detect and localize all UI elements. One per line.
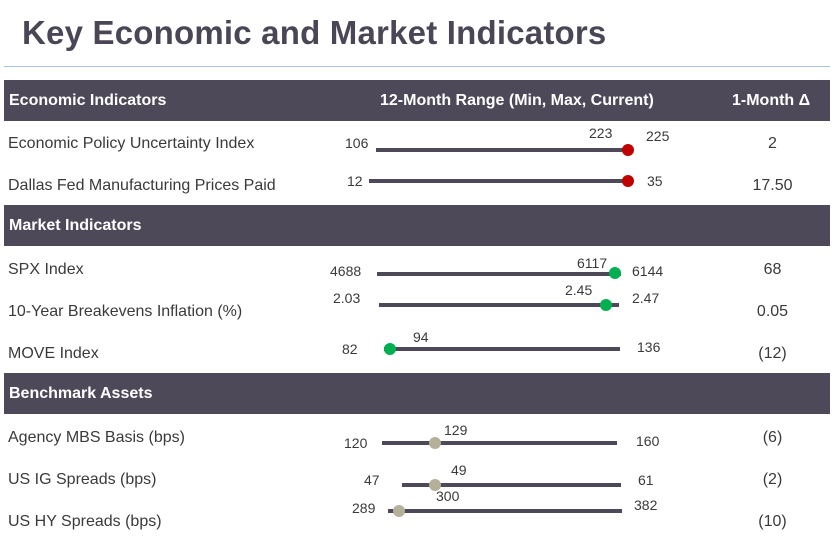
range-max: 160 [636, 433, 660, 449]
indicator-row-spx: SPX Index 4688 6117 6144 68 [0, 248, 837, 290]
current-marker [429, 479, 441, 491]
range-bar [379, 303, 619, 307]
indicator-label: Economic Policy Uncertainty Index [8, 135, 255, 152]
indicator-label: MOVE Index [8, 345, 99, 362]
range-bar [388, 509, 622, 513]
section-header-economic: Economic Indicators 12-Month Range (Min,… [4, 80, 830, 121]
section-title: Market Indicators [9, 217, 142, 234]
indicator-row-move: MOVE Index 82 94 136 (12) [0, 329, 837, 374]
section-title: Economic Indicators [9, 92, 167, 109]
current-value: 2.45 [565, 282, 593, 298]
range-min: 82 [342, 341, 358, 357]
section-title: Benchmark Assets [9, 385, 153, 402]
range-min: 120 [344, 435, 368, 451]
delta-column-header: 1-Month Δ [732, 92, 811, 109]
current-value: 129 [444, 422, 468, 438]
range-bar [402, 483, 621, 487]
range-min: 289 [352, 500, 376, 516]
range-max: 35 [647, 173, 663, 189]
one-month-change: (6) [762, 429, 783, 446]
page-title: Key Economic and Market Indicators [22, 14, 607, 51]
current-marker [393, 505, 405, 517]
indicator-label: Dallas Fed Manufacturing Prices Paid [8, 177, 276, 194]
range-bar [377, 272, 621, 276]
one-month-change: 0.05 [756, 303, 789, 320]
indicator-label: US IG Spreads (bps) [8, 471, 157, 488]
range-bar [382, 441, 617, 445]
current-marker [622, 144, 634, 156]
current-value: 6117 [577, 255, 608, 271]
current-marker [609, 267, 621, 279]
current-marker [384, 343, 396, 355]
indicator-label: Agency MBS Basis (bps) [8, 429, 185, 446]
range-max: 6144 [632, 263, 664, 279]
one-month-change: (2) [762, 471, 783, 488]
current-marker [622, 175, 634, 187]
indicator-row-mbs-basis: Agency MBS Basis (bps) 120 129 160 (6) [0, 416, 837, 458]
range-min: 106 [345, 135, 369, 151]
current-marker [429, 437, 441, 449]
one-month-change: 68 [763, 261, 782, 278]
one-month-change: 17.50 [752, 177, 793, 194]
section-header-market: Market Indicators [4, 205, 830, 246]
indicator-row-epu: Economic Policy Uncertainty Index 106 22… [0, 122, 837, 164]
indicator-label: US HY Spreads (bps) [8, 513, 162, 530]
one-month-change: (10) [758, 513, 787, 530]
current-value: 300 [436, 488, 460, 504]
range-max: 2.47 [632, 290, 660, 306]
range-bar [376, 148, 628, 152]
indicator-row-hy-spreads: US HY Spreads (bps) 289 300 382 (10) [0, 488, 837, 542]
current-value: 49 [451, 462, 467, 478]
current-marker [600, 299, 612, 311]
section-header-benchmark: Benchmark Assets [4, 373, 830, 414]
range-column-header: 12-Month Range (Min, Max, Current) [380, 92, 654, 109]
range-bar [369, 179, 628, 183]
range-max: 382 [634, 497, 658, 513]
range-min: 47 [364, 472, 380, 488]
range-bar [384, 347, 620, 351]
indicator-label: SPX Index [8, 261, 84, 278]
range-min: 4688 [330, 263, 362, 279]
range-max: 61 [638, 472, 654, 488]
one-month-change: 2 [768, 135, 777, 152]
one-month-change: (12) [758, 345, 787, 362]
range-max: 136 [637, 339, 661, 355]
range-min: 12 [347, 173, 363, 189]
indicator-label: 10-Year Breakevens Inflation (%) [8, 303, 243, 320]
range-max: 225 [646, 128, 670, 144]
indicator-row-breakevens: 10-Year Breakevens Inflation (%) 2.03 2.… [0, 282, 837, 332]
current-value: 223 [589, 125, 613, 141]
range-min: 2.03 [333, 290, 361, 306]
current-value: 94 [413, 329, 429, 345]
indicator-row-dallas-fed: Dallas Fed Manufacturing Prices Paid 12 … [0, 164, 837, 206]
indicator-row-ig-spreads: US IG Spreads (bps) 47 49 61 (2) [0, 458, 837, 500]
title-divider [4, 66, 830, 67]
